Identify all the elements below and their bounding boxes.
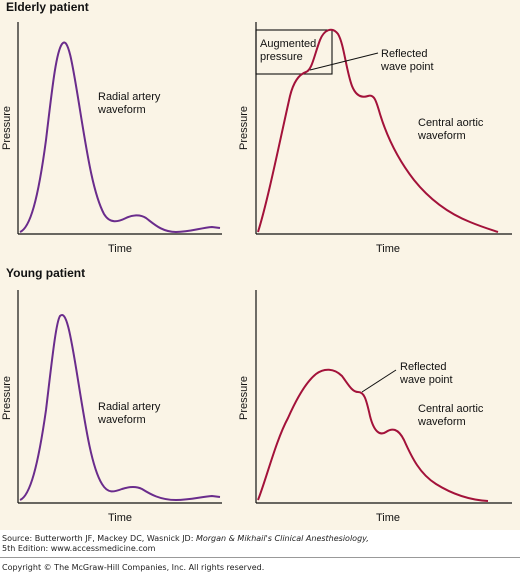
source-title: Morgan & Mikhail's Clinical Anesthesiolo… [195,534,369,543]
x-axis-label: Time [376,243,400,255]
radial-label-line1: Radial artery [98,91,161,103]
radial-label-line2: waveform [97,414,146,426]
x-axis-label: Time [376,512,400,524]
elderly-section-title: Elderly patient [6,0,89,14]
elderly-radial-waveform [19,41,221,234]
reflected-label-line1: Reflected [400,361,446,373]
y-axis-label: Pressure [238,376,250,420]
young-section-title: Young patient [6,266,86,280]
elderly-radial-panel: Pressure Time Radial artery waveform [1,22,222,255]
y-axis-label: Pressure [238,106,250,150]
radial-label-line2: waveform [97,104,146,116]
augmented-label-line1: Augmented [260,38,316,50]
y-axis-label: Pressure [1,106,13,150]
aortic-label-line1: Central aortic [418,403,484,415]
aortic-label-line2: waveform [417,416,466,428]
radial-label-line1: Radial artery [98,401,161,413]
y-axis-label: Pressure [1,376,13,420]
aortic-label-line1: Central aortic [418,117,484,129]
augmented-label-line2: pressure [260,51,303,63]
young-radial-panel: Pressure Time Radial artery waveform [1,290,222,524]
waveform-diagram: Pressure Time Radial artery waveform Pre… [1,22,512,524]
elderly-aortic-waveform [257,28,499,233]
x-axis-label: Time [108,512,132,524]
figure: Elderly patient Young patient Pressure T… [0,0,520,530]
footer: Source: Butterworth JF, Mackey DC, Wasni… [0,530,520,573]
augmented-pressure-box [255,29,333,75]
reflected-label-line2: wave point [380,61,434,73]
source-prefix: Source: Butterworth JF, Mackey DC, Wasni… [2,534,196,543]
source-citation: Source: Butterworth JF, Mackey DC, Wasni… [2,534,502,554]
aortic-label-line2: waveform [417,130,466,142]
reflected-pointer [361,369,397,393]
reflected-label-line2: wave point [399,374,453,386]
divider [0,557,520,558]
reflected-pointer [309,52,379,71]
young-aortic-waveform [257,368,489,502]
copyright: Copyright © The McGraw-Hill Companies, I… [2,563,265,572]
elderly-aortic-panel: Pressure Time Augmented pressure Reflect… [238,22,512,255]
young-aortic-panel: Pressure Time Reflected wave point Centr… [238,290,512,524]
young-radial-waveform [19,313,221,502]
x-axis-label: Time [108,243,132,255]
reflected-label-line1: Reflected [381,48,427,60]
source-line2: 5th Edition: www.accessmedicine.com [2,544,156,553]
